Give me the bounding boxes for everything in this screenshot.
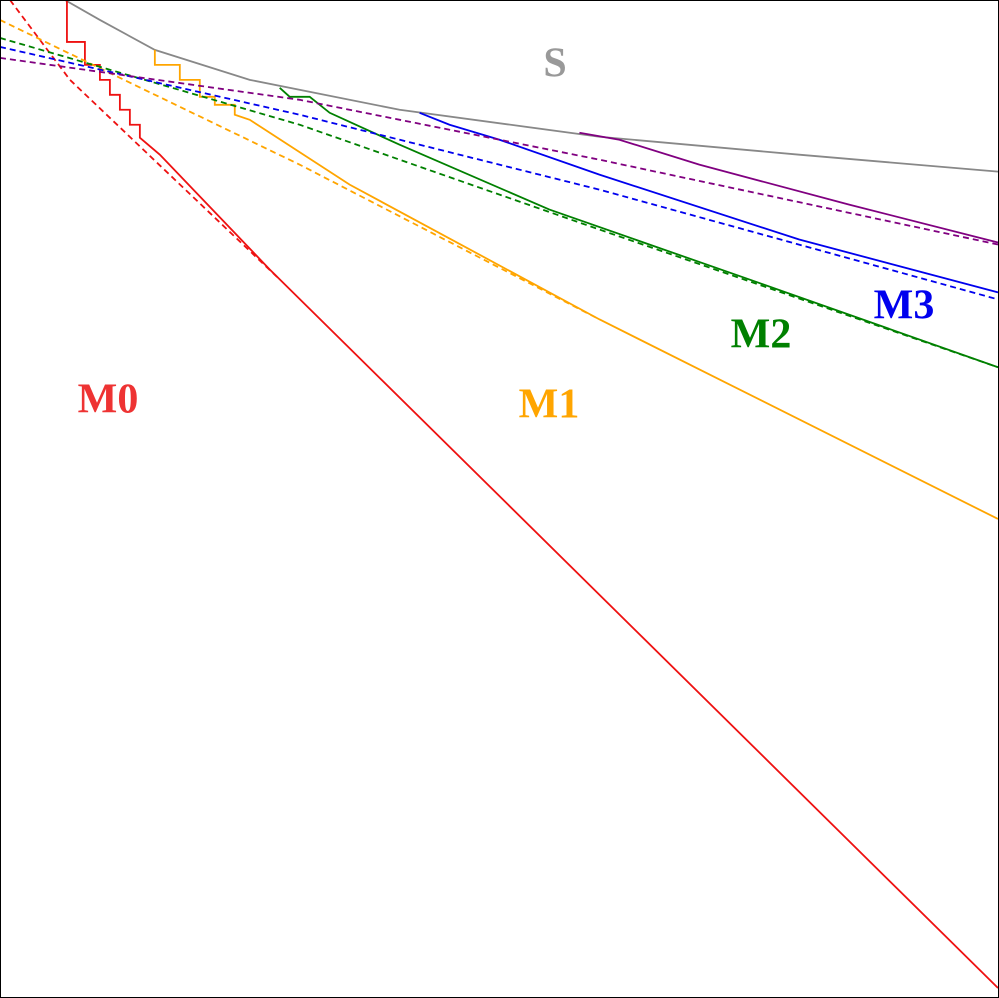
series-line [64, 0, 999, 173]
series-line [66, 0, 999, 989]
series-line [0, 46, 999, 301]
label: M1 [519, 382, 580, 428]
series-line [579, 131, 999, 244]
series-line [279, 87, 999, 369]
label: S [543, 41, 566, 87]
series-line [419, 111, 999, 294]
series-line [9, 0, 281, 281]
label: M0 [78, 377, 139, 423]
label: M2 [731, 312, 792, 358]
label: M3 [874, 283, 935, 329]
series-line [0, 56, 999, 246]
series-line [0, 19, 600, 321]
series-line [0, 37, 999, 369]
